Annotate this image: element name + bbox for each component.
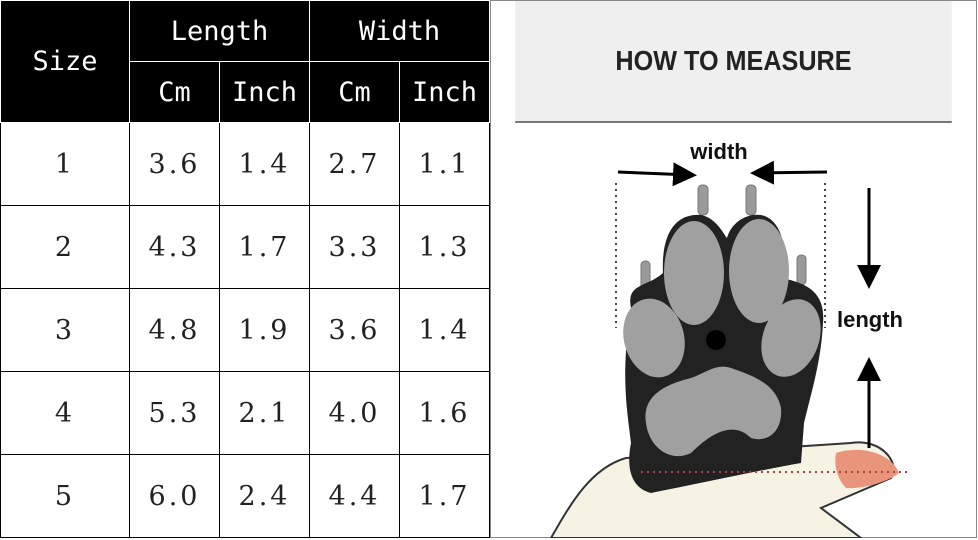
- length-cm-cell: 4.3: [129, 205, 220, 289]
- claws-icon: [640, 184, 807, 292]
- size-cell: 1: [0, 122, 130, 206]
- unit-header: Cm: [309, 61, 400, 123]
- size-chart-table: Size Length Width Cm Inch Cm Inch 1 3.6 1.…: [0, 0, 490, 538]
- width-inch-cell: 1.7: [399, 454, 490, 538]
- width-label: width: [689, 139, 747, 164]
- table-row: 4 5.3 2.1 4.0 1.6: [0, 371, 490, 455]
- table-row: 2 4.3 1.7 3.3 1.3: [0, 205, 490, 289]
- table-row: 1 3.6 1.4 2.7 1.1: [0, 122, 490, 206]
- length-inch-cell: 1.7: [219, 205, 310, 289]
- length-inch-cell: 2.1: [219, 371, 310, 455]
- paw-pads-icon: [623, 219, 821, 457]
- unit-header: Cm: [129, 61, 220, 123]
- nail-shape: [835, 449, 899, 489]
- width-cm-cell: 4.0: [309, 371, 400, 455]
- length-cm-cell: 5.3: [129, 371, 220, 455]
- paw-center-dot: [706, 330, 726, 350]
- width-header: Width: [309, 0, 490, 62]
- size-cell: 4: [0, 371, 130, 455]
- width-arrow-right: [750, 160, 828, 185]
- how-to-measure-title: HOW TO MEASURE: [515, 1, 952, 123]
- length-cm-cell: 6.0: [129, 454, 220, 538]
- length-inch-cell: 1.4: [219, 122, 310, 206]
- length-cm-cell: 4.8: [129, 288, 220, 372]
- width-cm-cell: 3.3: [309, 205, 400, 289]
- length-header: Length: [129, 0, 310, 62]
- width-inch-cell: 1.6: [399, 371, 490, 455]
- size-header: Size: [0, 0, 130, 123]
- length-inch-cell: 1.9: [219, 288, 310, 372]
- how-to-measure-panel: HOW TO MEASURE width length: [490, 0, 977, 538]
- length-cm-cell: 3.6: [129, 122, 220, 206]
- width-arrow-left: [617, 162, 697, 187]
- width-inch-cell: 1.4: [399, 288, 490, 372]
- paw-measure-illustration: width length: [549, 139, 911, 538]
- table-row: 5 6.0 2.4 4.4 1.7: [0, 454, 490, 538]
- table-row: 3 4.8 1.9 3.6 1.4: [0, 288, 490, 372]
- size-cell: 2: [0, 205, 130, 289]
- length-label: length: [837, 307, 903, 332]
- width-cm-cell: 3.6: [309, 288, 400, 372]
- width-inch-cell: 1.1: [399, 122, 490, 206]
- width-inch-cell: 1.3: [399, 205, 490, 289]
- length-inch-cell: 2.4: [219, 454, 310, 538]
- unit-header: Inch: [399, 61, 490, 123]
- unit-header: Inch: [219, 61, 310, 123]
- width-cm-cell: 4.4: [309, 454, 400, 538]
- size-cell: 5: [0, 454, 130, 538]
- width-cm-cell: 2.7: [309, 122, 400, 206]
- size-cell: 3: [0, 288, 130, 372]
